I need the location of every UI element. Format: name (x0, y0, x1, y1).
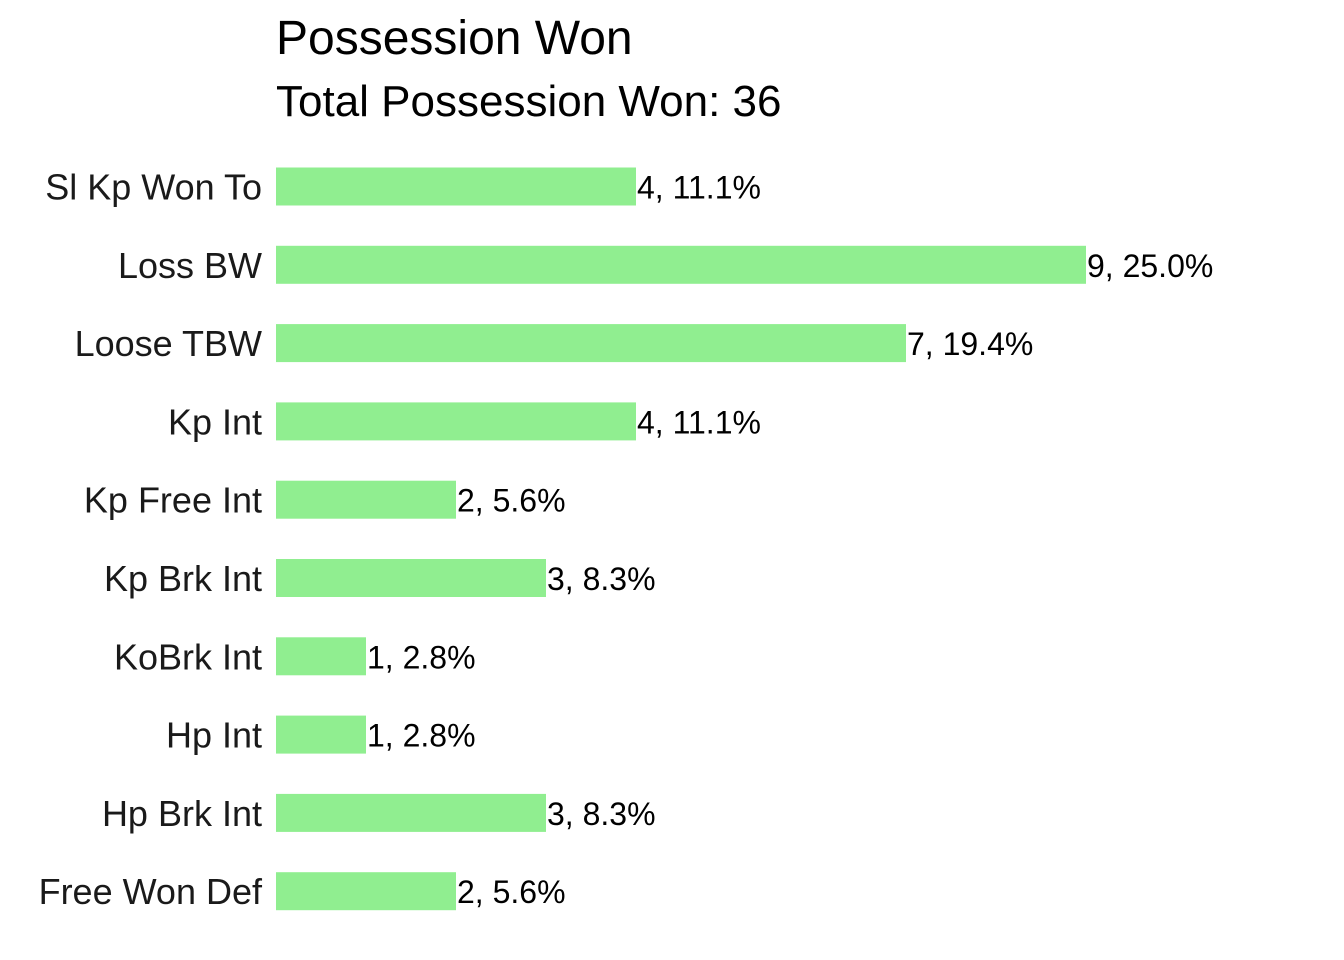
category-labels-group: Sl Kp Won To Loss BW Loose TBW Kp Int Kp Fre… (39, 167, 263, 913)
data-label-2: 7, 19.4% (907, 326, 1033, 362)
bar-9 (276, 872, 456, 911)
category-label-4: Kp Free Int (84, 480, 262, 521)
data-label-7: 1, 2.8% (367, 718, 476, 754)
bar-6 (276, 637, 366, 676)
data-label-5: 3, 8.3% (547, 561, 656, 597)
bar-2 (276, 324, 906, 363)
category-label-3: Kp Int (168, 401, 262, 442)
bar-5 (276, 559, 546, 597)
category-label-5: Kp Brk Int (104, 558, 262, 599)
data-label-6: 1, 2.8% (367, 639, 476, 675)
category-label-1: Loss BW (118, 245, 262, 286)
bar-4 (276, 480, 456, 519)
category-label-7: Hp Int (166, 715, 262, 756)
data-label-9: 2, 5.6% (457, 874, 566, 910)
data-label-3: 4, 11.1% (637, 404, 761, 440)
data-labels-group: 4, 11.1% 9, 25.0% 7, 19.4% 4, 11.1% 2, 5.6% 3… (367, 170, 1213, 911)
chart-title: Possession Won (276, 12, 633, 65)
category-label-9: Free Won Def (39, 871, 263, 912)
category-label-0: Sl Kp Won To (45, 167, 262, 208)
bar-8 (276, 793, 546, 832)
bar-0 (276, 167, 636, 206)
category-label-6: KoBrk Int (114, 636, 262, 677)
data-label-0: 4, 11.1% (637, 170, 761, 206)
data-label-8: 3, 8.3% (547, 796, 656, 832)
category-label-2: Loose TBW (75, 323, 262, 364)
chart-subtitle: Total Possession Won: 36 (276, 77, 781, 126)
category-label-8: Hp Brk Int (102, 793, 262, 834)
bar-1 (276, 245, 1086, 284)
data-label-4: 2, 5.6% (457, 483, 566, 519)
data-label-1: 9, 25.0% (1087, 248, 1213, 284)
bar-7 (276, 715, 366, 754)
bar-3 (276, 402, 636, 441)
bars-group (276, 167, 1086, 911)
